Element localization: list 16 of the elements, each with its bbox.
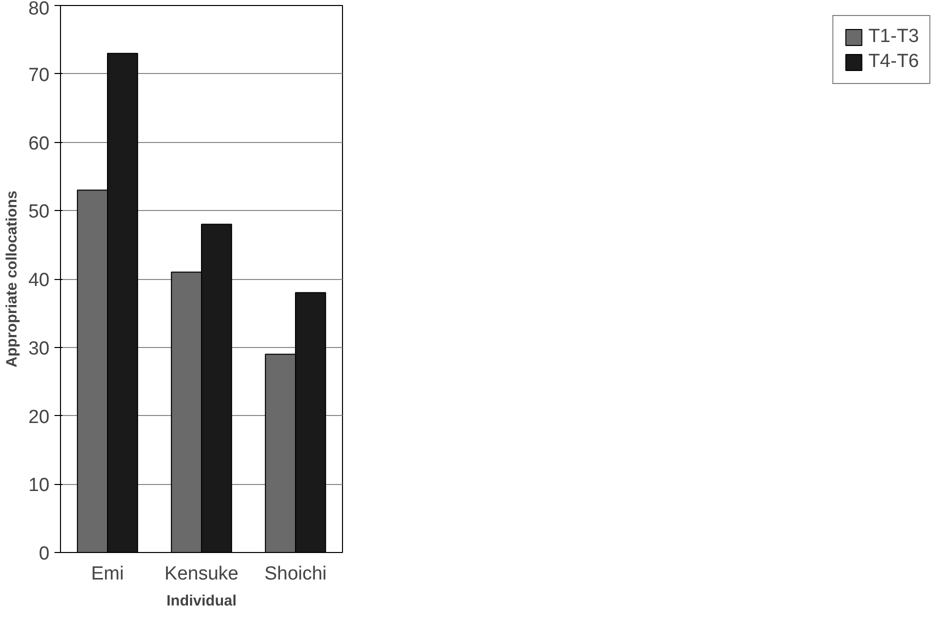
y-tick-label: 10 [28, 475, 50, 496]
legend-label: T4-T6 [868, 51, 919, 73]
y-tick-label: 60 [28, 133, 50, 154]
x-tick-label: Kensuke [164, 564, 238, 584]
y-tick-label: 20 [28, 406, 50, 428]
y-tick-label: 80 [28, 0, 50, 20]
y-tick-label: 50 [28, 202, 50, 223]
y-axis-title: Appropriate collocations [3, 190, 20, 368]
x-tick-label: Emi [91, 564, 124, 584]
y-tick-label: 70 [28, 64, 50, 86]
y-tick-label: 0 [38, 544, 50, 564]
x-axis-title: Individual [166, 592, 237, 610]
y-tick-label: 30 [28, 338, 50, 360]
x-tick-label: Shoichi [264, 564, 327, 584]
legend-label: T1-T3 [868, 26, 919, 48]
y-tick-label: 40 [28, 270, 50, 291]
